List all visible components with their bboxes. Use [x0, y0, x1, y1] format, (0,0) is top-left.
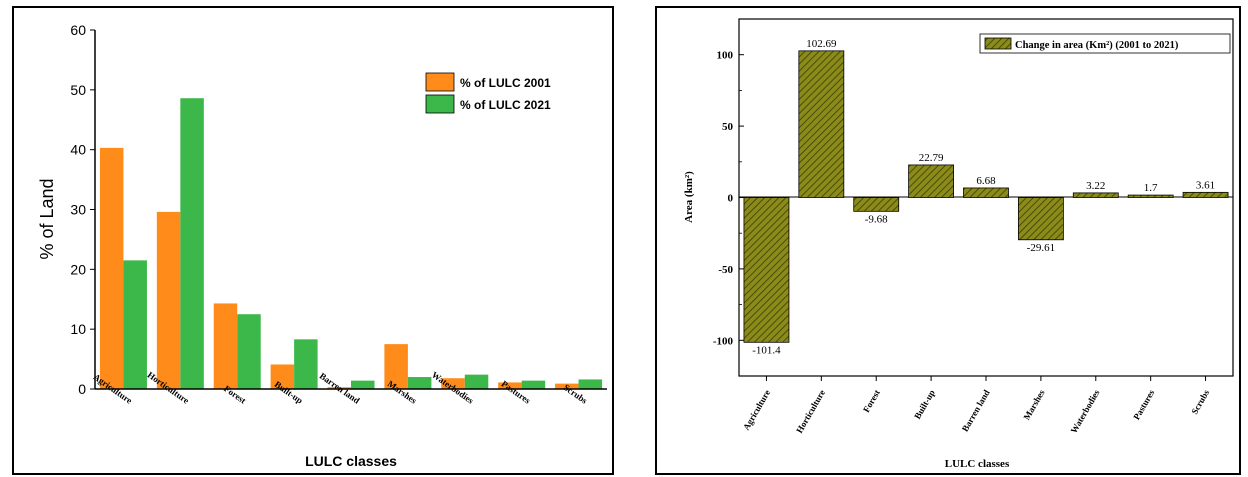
legend-swatch-2001	[425, 72, 455, 92]
right-legend-box	[979, 33, 1231, 54]
left-y-tick-label: 50	[70, 82, 86, 98]
left-y-ticks: 0 10 20 30 40 50 60	[70, 22, 95, 397]
left-bars	[99, 98, 603, 390]
bar-barren-land-2001	[327, 387, 351, 389]
right-chart: Area (km²) LULC classes -100 -50 0 50 100 -1…	[655, 6, 1241, 475]
right-bars	[743, 50, 1229, 343]
bar-scrubs-2021	[578, 379, 603, 389]
right-data-labels: -101.4 102.69 -9.68 22.79 6.68 -29.61 3.22 1.7 3…	[752, 38, 1215, 356]
left-y-tick-label: 60	[70, 22, 86, 38]
bar-scrubs-2001	[555, 383, 579, 389]
right-y-tick-label: 100	[717, 50, 734, 62]
right-y-tick-label: -100	[713, 335, 734, 347]
data-label-agriculture: -101.4	[752, 344, 781, 356]
bar-forest-2001	[213, 303, 238, 389]
right-x-axis-label: LULC classes	[945, 458, 1010, 470]
left-y-tick-label: 0	[78, 381, 86, 397]
bar-change-scrubs	[1182, 191, 1229, 198]
legend-label-2021: % of LULC 2021	[460, 98, 551, 112]
bar-change-horticulture	[798, 50, 845, 198]
bar-change-agriculture	[743, 197, 790, 343]
data-label-built-up: 22.79	[919, 152, 944, 164]
left-legend: % of LULC 2001 % of LULC 2021	[425, 72, 551, 114]
bar-change-pastures	[1127, 194, 1174, 198]
data-label-pastures: 1.7	[1144, 182, 1158, 194]
left-y-axis-label: % of Land	[37, 178, 57, 259]
bar-change-built-up	[908, 164, 955, 198]
bar-built-up-2001	[270, 364, 295, 389]
right-y-tick-label: -50	[718, 264, 733, 276]
data-label-horticulture: 102.69	[806, 38, 837, 50]
bar-forest-2021	[237, 314, 261, 389]
right-legend: Change in area (Km²) (2001 to 2021)	[979, 33, 1231, 54]
bar-marshes-2021	[407, 377, 432, 389]
bar-waterbodies-2021	[464, 374, 489, 389]
data-label-scrubs: 3.61	[1196, 179, 1215, 191]
left-x-axis-label: LULC classes	[305, 453, 397, 469]
bar-agriculture-2001	[99, 147, 124, 389]
bar-change-marshes	[1017, 197, 1064, 241]
legend-swatch-change	[984, 37, 1012, 50]
right-y-tick-label: 50	[722, 121, 734, 133]
bar-built-up-2021	[294, 339, 318, 389]
data-label-waterbodies: 3.22	[1086, 180, 1105, 192]
bar-change-barren-land	[963, 187, 1009, 198]
bar-change-forest	[853, 197, 900, 212]
data-label-marshes: -29.61	[1027, 242, 1055, 254]
bar-horticulture-2001	[156, 211, 181, 389]
bar-change-waterbodies	[1072, 192, 1119, 198]
right-plot-border	[738, 18, 1234, 377]
bar-horticulture-2021	[180, 98, 204, 390]
legend-swatch-2021	[425, 94, 455, 114]
bar-waterbodies-2001	[441, 378, 465, 389]
right-y-axis-label: Area (km²)	[683, 171, 695, 223]
bar-agriculture-2021	[123, 260, 147, 389]
data-label-forest: -9.68	[865, 213, 888, 225]
right-y-tick-label: 0	[728, 193, 734, 205]
right-y-ticks: -100 -50 0 50 100	[713, 50, 744, 347]
left-y-tick-label: 40	[70, 142, 86, 158]
legend-label-change: Change in area (Km²) (2001 to 2021)	[1015, 40, 1179, 51]
bar-marshes-2001	[384, 344, 408, 389]
left-y-tick-label: 10	[70, 321, 86, 337]
bar-barren-land-2021	[351, 380, 375, 389]
left-y-tick-label: 20	[70, 261, 86, 277]
bar-pastures-2001	[498, 382, 522, 389]
bar-pastures-2021	[521, 380, 546, 389]
legend-label-2001: % of LULC 2001	[460, 76, 551, 90]
data-label-barren-land: 6.68	[976, 175, 996, 187]
left-y-tick-label: 30	[70, 202, 86, 218]
